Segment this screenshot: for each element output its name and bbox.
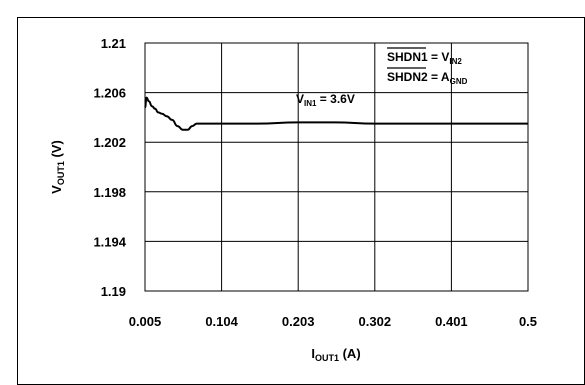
x-tick-labels: 0.005 0.104 0.203 0.302 0.401 0.5 <box>129 314 537 329</box>
figure-frame <box>17 17 585 385</box>
y-tick-label: 1.206 <box>93 86 126 101</box>
grid <box>145 43 528 291</box>
y-tick-label: 1.21 <box>101 36 126 51</box>
x-tick-label: 0.302 <box>359 314 392 329</box>
y-tick-label: 1.202 <box>93 135 126 150</box>
condition-shdn2: SHDN2 = AGND <box>387 70 468 86</box>
legend-conditions: SHDN1 = VIN2 SHDN2 = AGND <box>387 47 468 86</box>
y-tick-label: 1.19 <box>101 284 126 299</box>
condition-shdn1: SHDN1 = VIN2 <box>387 50 462 66</box>
x-tick-label: 0.5 <box>519 314 537 329</box>
curve-label: VIN1 = 3.6V <box>296 92 355 108</box>
series-line-vin1 <box>144 96 528 131</box>
y-tick-label: 1.198 <box>93 185 126 200</box>
y-axis-label: VOUT1 (V) <box>49 140 66 194</box>
x-axis-label: IOUT1 (A) <box>311 346 360 363</box>
x-tick-label: 0.401 <box>435 314 468 329</box>
x-tick-label: 0.104 <box>205 314 238 329</box>
plot-area <box>144 42 529 292</box>
y-tick-labels: 1.21 1.206 1.202 1.198 1.194 1.19 <box>93 36 126 299</box>
x-tick-label: 0.203 <box>282 314 315 329</box>
x-tick-label: 0.005 <box>129 314 162 329</box>
y-tick-label: 1.194 <box>93 234 126 249</box>
